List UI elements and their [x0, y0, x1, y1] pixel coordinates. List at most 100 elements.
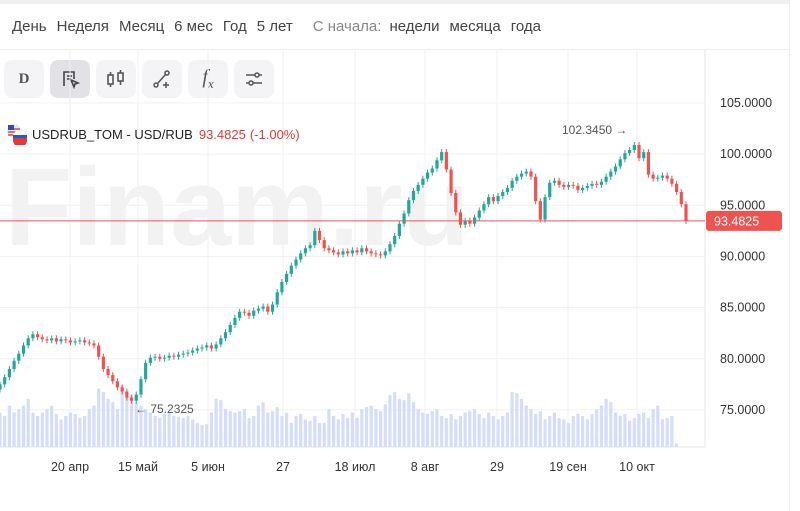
volume-bar: [407, 393, 411, 447]
volume-bar: [270, 411, 275, 447]
candle: [543, 197, 547, 220]
candle: [524, 171, 528, 174]
period-5[interactable]: 5 лет: [256, 18, 293, 35]
volume-bar: [148, 412, 152, 447]
candle: [247, 312, 251, 316]
volume-bar: [256, 405, 261, 447]
volume-bar: [336, 419, 340, 447]
candle: [97, 345, 101, 357]
candle: [416, 184, 420, 191]
candle: [26, 338, 30, 346]
x-tick-label: 8 авг: [411, 460, 440, 474]
volume-bar: [538, 411, 542, 447]
since-2[interactable]: года: [510, 18, 541, 35]
candle: [552, 180, 557, 183]
volume-bar: [524, 405, 528, 447]
settings-sliders-icon[interactable]: [234, 60, 274, 98]
candle: [7, 368, 11, 378]
x-tick-label: 29: [490, 460, 504, 474]
price-change: (-1.00%): [249, 126, 300, 142]
candle: [256, 308, 261, 311]
candle: [684, 204, 688, 221]
period-4[interactable]: Год: [222, 18, 247, 35]
candle: [134, 394, 138, 401]
candle: [585, 185, 589, 188]
candle: [341, 251, 345, 255]
volume-bar: [670, 416, 674, 447]
candle: [54, 338, 58, 342]
interval-button[interactable]: D: [4, 60, 44, 98]
volume-bar: [651, 409, 655, 447]
volume-bar: [487, 412, 491, 447]
x-tick-label: 19 сен: [549, 460, 587, 474]
volume-bar: [186, 416, 190, 447]
volume-bar: [346, 418, 350, 447]
volume-bar: [134, 402, 138, 447]
y-tick-label: 100.0000: [720, 147, 772, 161]
volume-bar: [35, 416, 40, 447]
candle: [360, 248, 364, 253]
volume-bar: [139, 405, 143, 447]
candle: [581, 187, 585, 190]
volume-bar: [477, 413, 481, 447]
y-tick-label: 95.0000: [720, 198, 765, 212]
volume-bar: [402, 400, 406, 447]
candle: [285, 273, 289, 283]
candle: [646, 152, 651, 175]
candle: [322, 240, 326, 249]
candle: [64, 339, 68, 341]
volume-bar: [242, 409, 246, 447]
volume-bar: [510, 391, 514, 447]
interval-label: D: [18, 70, 30, 87]
candle: [327, 248, 331, 251]
volume-bar: [233, 412, 237, 447]
candle: [294, 259, 298, 266]
candle: [313, 230, 317, 246]
candle: [82, 340, 87, 343]
volume-bar: [458, 416, 463, 447]
candle: [181, 353, 185, 355]
volume-bar: [660, 419, 665, 447]
since-0[interactable]: недели: [389, 18, 440, 35]
candle: [68, 340, 73, 343]
candle: [209, 345, 214, 349]
candle: [440, 152, 444, 161]
volume-bar: [642, 412, 646, 447]
volume-bar: [87, 409, 91, 447]
drawing-tool-icon[interactable]: [142, 60, 182, 98]
volume-bar: [17, 409, 21, 447]
volume-bar: [369, 405, 373, 447]
volume-bar: [435, 409, 439, 447]
volume-bar: [313, 416, 317, 447]
since-label: С начала:: [312, 18, 382, 35]
candles-icon[interactable]: [96, 60, 136, 98]
volume-bar: [383, 404, 387, 447]
volume-bar: [496, 419, 500, 447]
volume-bar: [665, 418, 669, 447]
volume-bar: [115, 409, 120, 447]
candle: [299, 253, 303, 260]
candle: [487, 197, 491, 205]
volume-bar: [101, 391, 105, 447]
volume-bar: [191, 419, 195, 447]
period-1[interactable]: Неделя: [56, 18, 109, 35]
period-0[interactable]: День: [12, 18, 47, 35]
volume-bar: [628, 420, 632, 447]
volume-bar: [261, 402, 265, 447]
since-1[interactable]: месяца: [449, 18, 501, 35]
candle: [317, 230, 322, 241]
volume-bar: [562, 419, 566, 447]
period-3[interactable]: 6 мес: [174, 18, 213, 35]
candle: [477, 210, 481, 218]
volume-bar: [322, 422, 326, 447]
volume-bar: [31, 412, 35, 447]
candle: [0, 384, 2, 390]
period-2[interactable]: Месяц: [118, 18, 165, 35]
candle: [642, 152, 646, 159]
candle: [637, 144, 641, 159]
volume-bar: [289, 422, 293, 447]
volume-bar: [444, 418, 448, 447]
price-chart[interactable]: Finam.ru 102.3450 → ← 75.2325 105.0000 100.0…: [0, 50, 790, 511]
x-tick-label: 15 май: [118, 460, 158, 474]
volume-bar: [515, 393, 519, 447]
